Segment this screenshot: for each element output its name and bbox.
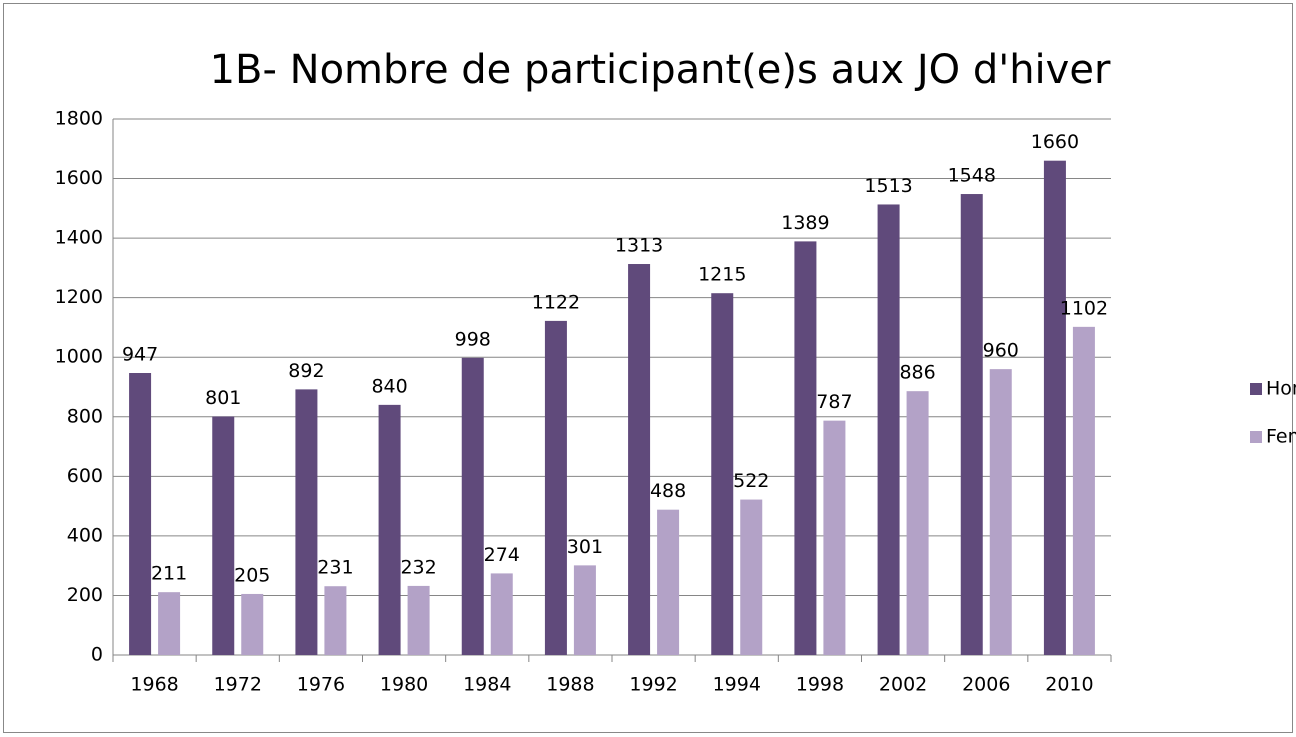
x-tick-label: 1984 — [463, 674, 511, 696]
bar — [960, 194, 983, 656]
x-tick-label: 1988 — [546, 674, 594, 696]
x-tick-label: 1998 — [796, 674, 844, 696]
bar — [407, 585, 430, 655]
x-tick-label: 2010 — [1045, 674, 1093, 696]
y-tick-label: 200 — [67, 584, 103, 606]
y-tick-label: 0 — [91, 644, 103, 666]
data-label: 232 — [400, 556, 436, 578]
data-label: 522 — [733, 470, 769, 492]
bar — [628, 264, 651, 655]
data-label: 1313 — [615, 235, 663, 257]
data-label: 1102 — [1060, 297, 1108, 319]
data-label: 231 — [317, 557, 353, 579]
y-tick-label: 1800 — [55, 108, 103, 130]
bar — [158, 592, 181, 655]
y-tick-label: 1000 — [55, 346, 103, 368]
data-label: 301 — [567, 536, 603, 558]
data-label: 1548 — [948, 165, 996, 187]
bar — [1072, 326, 1095, 655]
data-label: 274 — [484, 544, 520, 566]
data-label: 1513 — [864, 175, 912, 197]
data-label: 892 — [288, 360, 324, 382]
chart-title: 1B- Nombre de participant(e)s aux JO d'h… — [210, 47, 1111, 93]
y-tick-label: 1400 — [55, 227, 103, 249]
x-tick-label: 1994 — [713, 674, 761, 696]
x-tick-label: 2006 — [962, 674, 1010, 696]
data-label: 840 — [371, 375, 407, 397]
bar — [794, 241, 817, 656]
bar — [212, 416, 235, 655]
bar — [989, 369, 1012, 655]
data-label: 488 — [650, 480, 686, 502]
data-label: 787 — [816, 391, 852, 413]
bar — [573, 565, 596, 655]
y-tick-label: 1600 — [55, 167, 103, 189]
x-tick-label: 1972 — [214, 674, 262, 696]
bar — [490, 573, 513, 655]
bar — [740, 499, 763, 655]
bar — [711, 293, 734, 655]
data-label: 1215 — [698, 264, 746, 286]
data-label: 998 — [455, 328, 491, 350]
y-tick-label: 600 — [67, 465, 103, 487]
data-label: 1389 — [781, 212, 829, 234]
bar — [877, 204, 900, 655]
x-tick-label: 1980 — [380, 674, 428, 696]
bar — [544, 320, 567, 655]
bar — [657, 509, 680, 655]
bar — [324, 586, 347, 655]
x-tick-label: 1992 — [629, 674, 677, 696]
y-tick-label: 1200 — [55, 286, 103, 308]
data-label: 947 — [122, 344, 158, 366]
legend-label: Femmes — [1266, 426, 1296, 448]
y-tick-label: 400 — [67, 524, 103, 546]
bar — [461, 357, 484, 655]
x-tick-label: 1968 — [130, 674, 178, 696]
legend-swatch — [1250, 431, 1262, 443]
data-label: 960 — [983, 340, 1019, 362]
y-tick-label: 800 — [67, 405, 103, 427]
data-label: 1660 — [1031, 131, 1079, 153]
bar — [378, 404, 401, 655]
x-tick-label: 1976 — [297, 674, 345, 696]
x-tick-label: 2002 — [879, 674, 927, 696]
bar — [241, 593, 264, 655]
bar — [823, 420, 846, 655]
bar — [129, 373, 152, 655]
bar — [295, 389, 318, 655]
bar — [1043, 160, 1066, 655]
data-label: 205 — [234, 564, 270, 586]
legend-swatch — [1250, 383, 1262, 395]
legend-label: Hommes — [1266, 378, 1296, 400]
data-label: 886 — [899, 362, 935, 384]
data-label: 211 — [151, 563, 187, 585]
data-label: 801 — [205, 387, 241, 409]
data-label: 1122 — [532, 291, 580, 313]
bar — [906, 391, 929, 655]
